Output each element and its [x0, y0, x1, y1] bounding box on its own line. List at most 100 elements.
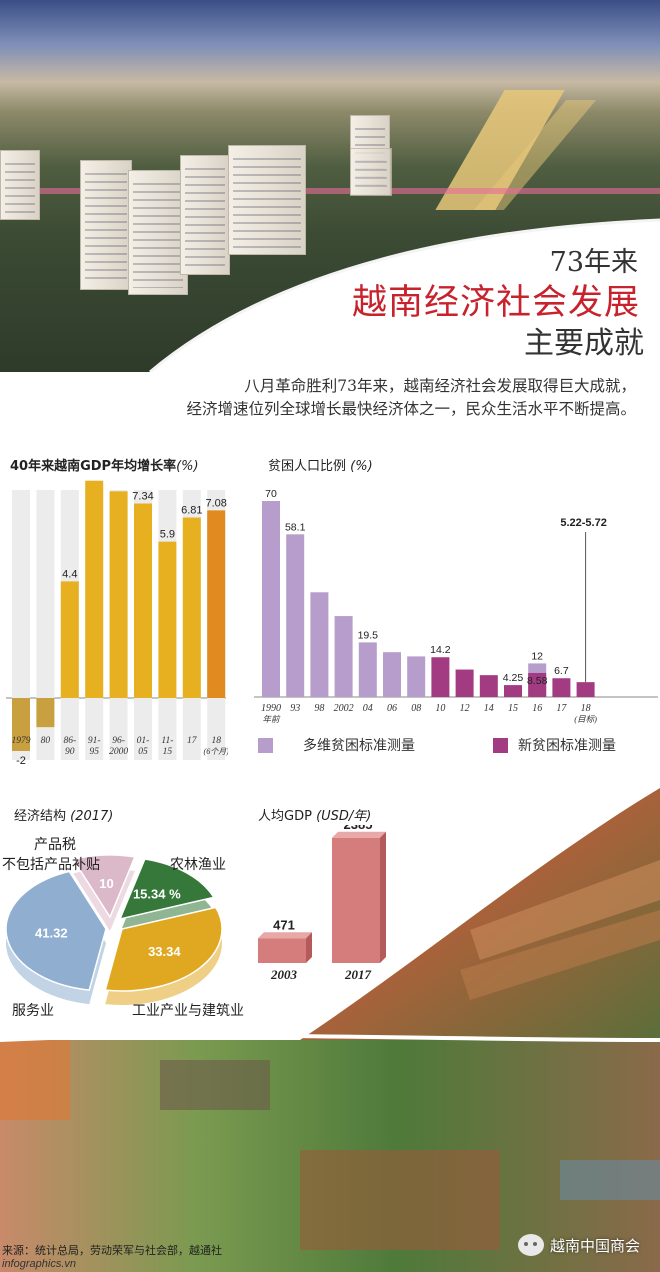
poverty-bar-old: [407, 656, 426, 697]
poverty-data-label-16-new: 8.58: [527, 675, 548, 687]
poverty-data-label: 6.7: [554, 665, 569, 677]
gdp-tick-label: 11-: [161, 736, 173, 746]
poverty-data-label: 12: [531, 650, 543, 662]
poverty-tick-label: 12: [460, 703, 470, 714]
gdp-bar: [85, 480, 104, 698]
structure-year: (2017): [70, 809, 114, 824]
pie-label-industry: 工业产业与建筑业: [132, 1003, 244, 1019]
gdp-tick-label: 15: [163, 747, 173, 757]
legend-old-label: 多维贫困标准测量: [303, 738, 415, 754]
gdp-tick-label: 05: [138, 747, 148, 757]
poverty-bar-old: [334, 616, 353, 697]
poverty-tick-label: 06: [387, 703, 397, 714]
gdp-tick-label: 2000: [109, 747, 128, 757]
legend-new-label: 新贫困标准测量: [518, 738, 616, 754]
hero-photo: 73年来 越南经济社会发展 主要成就: [0, 0, 660, 372]
gdp-bar: [36, 698, 55, 728]
pie-slice: [104, 906, 223, 992]
poverty-unit: (%): [350, 459, 373, 474]
gdp-growth-title-text: 40年来越南GDP年均增长率: [10, 459, 177, 474]
gdp-growth-unit: (%): [176, 459, 199, 474]
gdp-data-label: 6.81: [181, 505, 202, 517]
pie-slice: [71, 854, 136, 919]
pie-label-tax-2: 不包括产品补贴: [2, 857, 100, 873]
gdp-tick-label: 90: [65, 747, 75, 757]
gdppc-bar-top: [332, 831, 386, 838]
poverty-data-label: 14.2: [430, 644, 451, 656]
brand-badge: 越南中国商会: [517, 1234, 640, 1256]
gdp-pc-title: 人均GDP (USD/年): [258, 805, 371, 824]
pie-label-agri: 农林渔业: [170, 857, 226, 873]
structure-title-text: 经济结构: [14, 809, 67, 824]
poverty-tick-label: 年前: [262, 714, 281, 724]
pie-value-label: 10: [99, 876, 113, 891]
poverty-data-label: 19.5: [358, 629, 379, 641]
gdp-tick-label: 17: [187, 736, 198, 746]
poverty-title-text: 贫困人口比例: [268, 459, 347, 474]
title-sub: 主要成就: [524, 326, 644, 361]
intro-line-1: 八月革命胜利73年来，越南经济社会发展取得巨大成就，: [244, 377, 636, 395]
poverty-tick-label: 17: [556, 703, 567, 714]
gdp-bar: [182, 517, 201, 698]
gdp-bar: [12, 698, 30, 751]
poverty-tick-label: 18: [581, 703, 591, 714]
poverty-tick-label: 93: [290, 703, 300, 714]
gdp-tick-label: 01-: [137, 736, 150, 746]
poverty-title: 贫困人口比例 (%): [268, 455, 373, 474]
poverty-data-label: 4.25: [503, 672, 524, 684]
poverty-bar-old: [358, 642, 377, 697]
gdp-tick-label: (6个月): [204, 747, 228, 756]
structure-title: 经济结构 (2017): [14, 805, 113, 824]
poverty-bar-new: [479, 675, 498, 697]
poverty-tick-label: 16: [532, 703, 542, 714]
gdp-tick-label: 96-: [112, 736, 125, 746]
gdp-tick-label: 91-: [88, 736, 101, 746]
poverty-tick-label: (目标): [574, 714, 597, 724]
hero-white-curve: [149, 218, 660, 372]
poverty-tick-label: 08: [411, 703, 421, 714]
poverty-tick-label: 1990: [261, 703, 281, 714]
gdp-data-label: 4.4: [62, 568, 77, 580]
gdp-bar: [207, 510, 226, 698]
poverty-tick-label: 98: [314, 703, 324, 714]
site-link[interactable]: infographics.vn: [2, 1258, 76, 1270]
gdppc-bar: [332, 837, 380, 963]
gdp-tick-label: 80: [41, 736, 51, 746]
poverty-bar-new: [431, 657, 450, 697]
pie-slice: [5, 870, 107, 991]
title-main: 越南经济社会发展: [351, 283, 640, 323]
poverty-bar-old: [262, 501, 280, 697]
legend-new-swatch: [493, 738, 508, 753]
poverty-bar-old: [310, 592, 329, 697]
poverty-bar-old: [383, 652, 401, 697]
poverty-tick-label: 14: [484, 703, 494, 714]
gdppc-bar-top: [258, 932, 312, 939]
title-years: 73年来: [549, 247, 638, 278]
gdppc-tick-label: 2003: [270, 967, 298, 982]
gdp-tick-label: 18: [211, 736, 221, 746]
gdppc-tick-label: 2017: [344, 967, 372, 982]
gdp-data-label: 7.08: [205, 497, 226, 509]
gdppc-data-label: 471: [273, 917, 295, 932]
poverty-tick-label: 10: [435, 703, 445, 714]
gdp-pc-unit: (USD/年): [316, 809, 372, 824]
gdp-tick-label: 86-: [63, 736, 76, 746]
gdp-bar: [60, 581, 79, 698]
gdppc-data-label: 2385: [344, 825, 373, 832]
pie-value-label: 41.32: [35, 926, 68, 941]
gdp-data-label: 5.9: [160, 529, 175, 541]
pie-slice: [118, 858, 215, 921]
pie-label-tax-line1: 产品税: [34, 837, 76, 853]
poverty-data-label: 70: [265, 488, 277, 500]
poverty-tick-label: 15: [508, 703, 518, 714]
poverty-bar-new: [552, 678, 571, 697]
pie-label-services: 服务业: [12, 1003, 54, 1019]
gdp-bar: [134, 503, 152, 698]
gdp-tick-label: 95: [89, 747, 99, 757]
gdppc-bar-side: [380, 831, 386, 963]
poverty-bar-new: [455, 669, 474, 697]
intro-line-2: 经济增速位列全球增长最快经济体之一，民众生活水平不断提高。: [186, 400, 636, 418]
wechat-icon: [517, 1234, 544, 1256]
poverty-bar-new: [504, 685, 522, 697]
gdp-per-capita-chart: 471 2003 2385 2017: [258, 825, 386, 982]
